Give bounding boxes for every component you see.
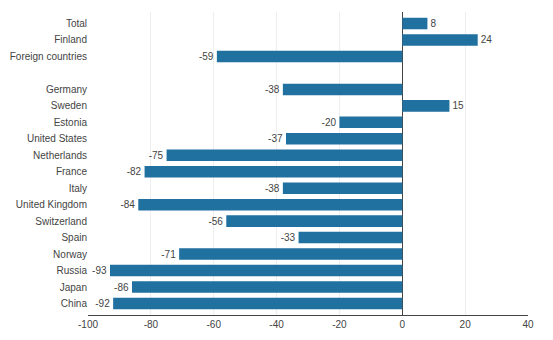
svg-text:-56: -56 — [208, 216, 223, 227]
svg-text:United States: United States — [27, 133, 87, 144]
svg-text:-38: -38 — [265, 84, 280, 95]
svg-text:-100: -100 — [78, 319, 98, 330]
svg-text:-86: -86 — [114, 282, 129, 293]
svg-text:-33: -33 — [281, 232, 296, 243]
svg-text:Total: Total — [66, 18, 87, 29]
svg-text:Sweden: Sweden — [51, 100, 87, 111]
svg-text:-59: -59 — [199, 51, 214, 62]
svg-text:-82: -82 — [127, 166, 142, 177]
svg-text:Switzerland: Switzerland — [35, 216, 87, 227]
svg-text:-20: -20 — [322, 117, 337, 128]
svg-text:8: 8 — [430, 18, 436, 29]
svg-text:Finland: Finland — [54, 34, 87, 45]
svg-text:-92: -92 — [95, 298, 110, 309]
svg-text:0: 0 — [400, 319, 406, 330]
svg-text:-20: -20 — [332, 319, 347, 330]
svg-text:Foreign countries: Foreign countries — [10, 51, 87, 62]
svg-text:-84: -84 — [120, 199, 135, 210]
svg-text:Spain: Spain — [61, 232, 87, 243]
svg-text:France: France — [56, 166, 88, 177]
svg-text:China: China — [61, 298, 88, 309]
svg-text:Estonia: Estonia — [54, 117, 88, 128]
svg-text:-80: -80 — [144, 319, 159, 330]
svg-text:-60: -60 — [206, 319, 221, 330]
svg-text:Germany: Germany — [46, 84, 87, 95]
svg-text:24: 24 — [481, 34, 493, 45]
svg-text:Japan: Japan — [60, 282, 87, 293]
svg-text:-38: -38 — [265, 183, 280, 194]
svg-text:-93: -93 — [92, 265, 107, 276]
svg-text:Italy: Italy — [69, 183, 87, 194]
svg-text:15: 15 — [452, 100, 464, 111]
svg-text:-71: -71 — [161, 249, 176, 260]
svg-text:Netherlands: Netherlands — [33, 150, 87, 161]
svg-text:Russia: Russia — [56, 265, 87, 276]
svg-text:Norway: Norway — [53, 249, 87, 260]
svg-text:-40: -40 — [269, 319, 284, 330]
svg-text:20: 20 — [460, 319, 472, 330]
svg-text:-37: -37 — [268, 133, 283, 144]
svg-text:-75: -75 — [149, 150, 164, 161]
svg-text:United Kingdom: United Kingdom — [16, 199, 87, 210]
svg-text:40: 40 — [522, 319, 534, 330]
